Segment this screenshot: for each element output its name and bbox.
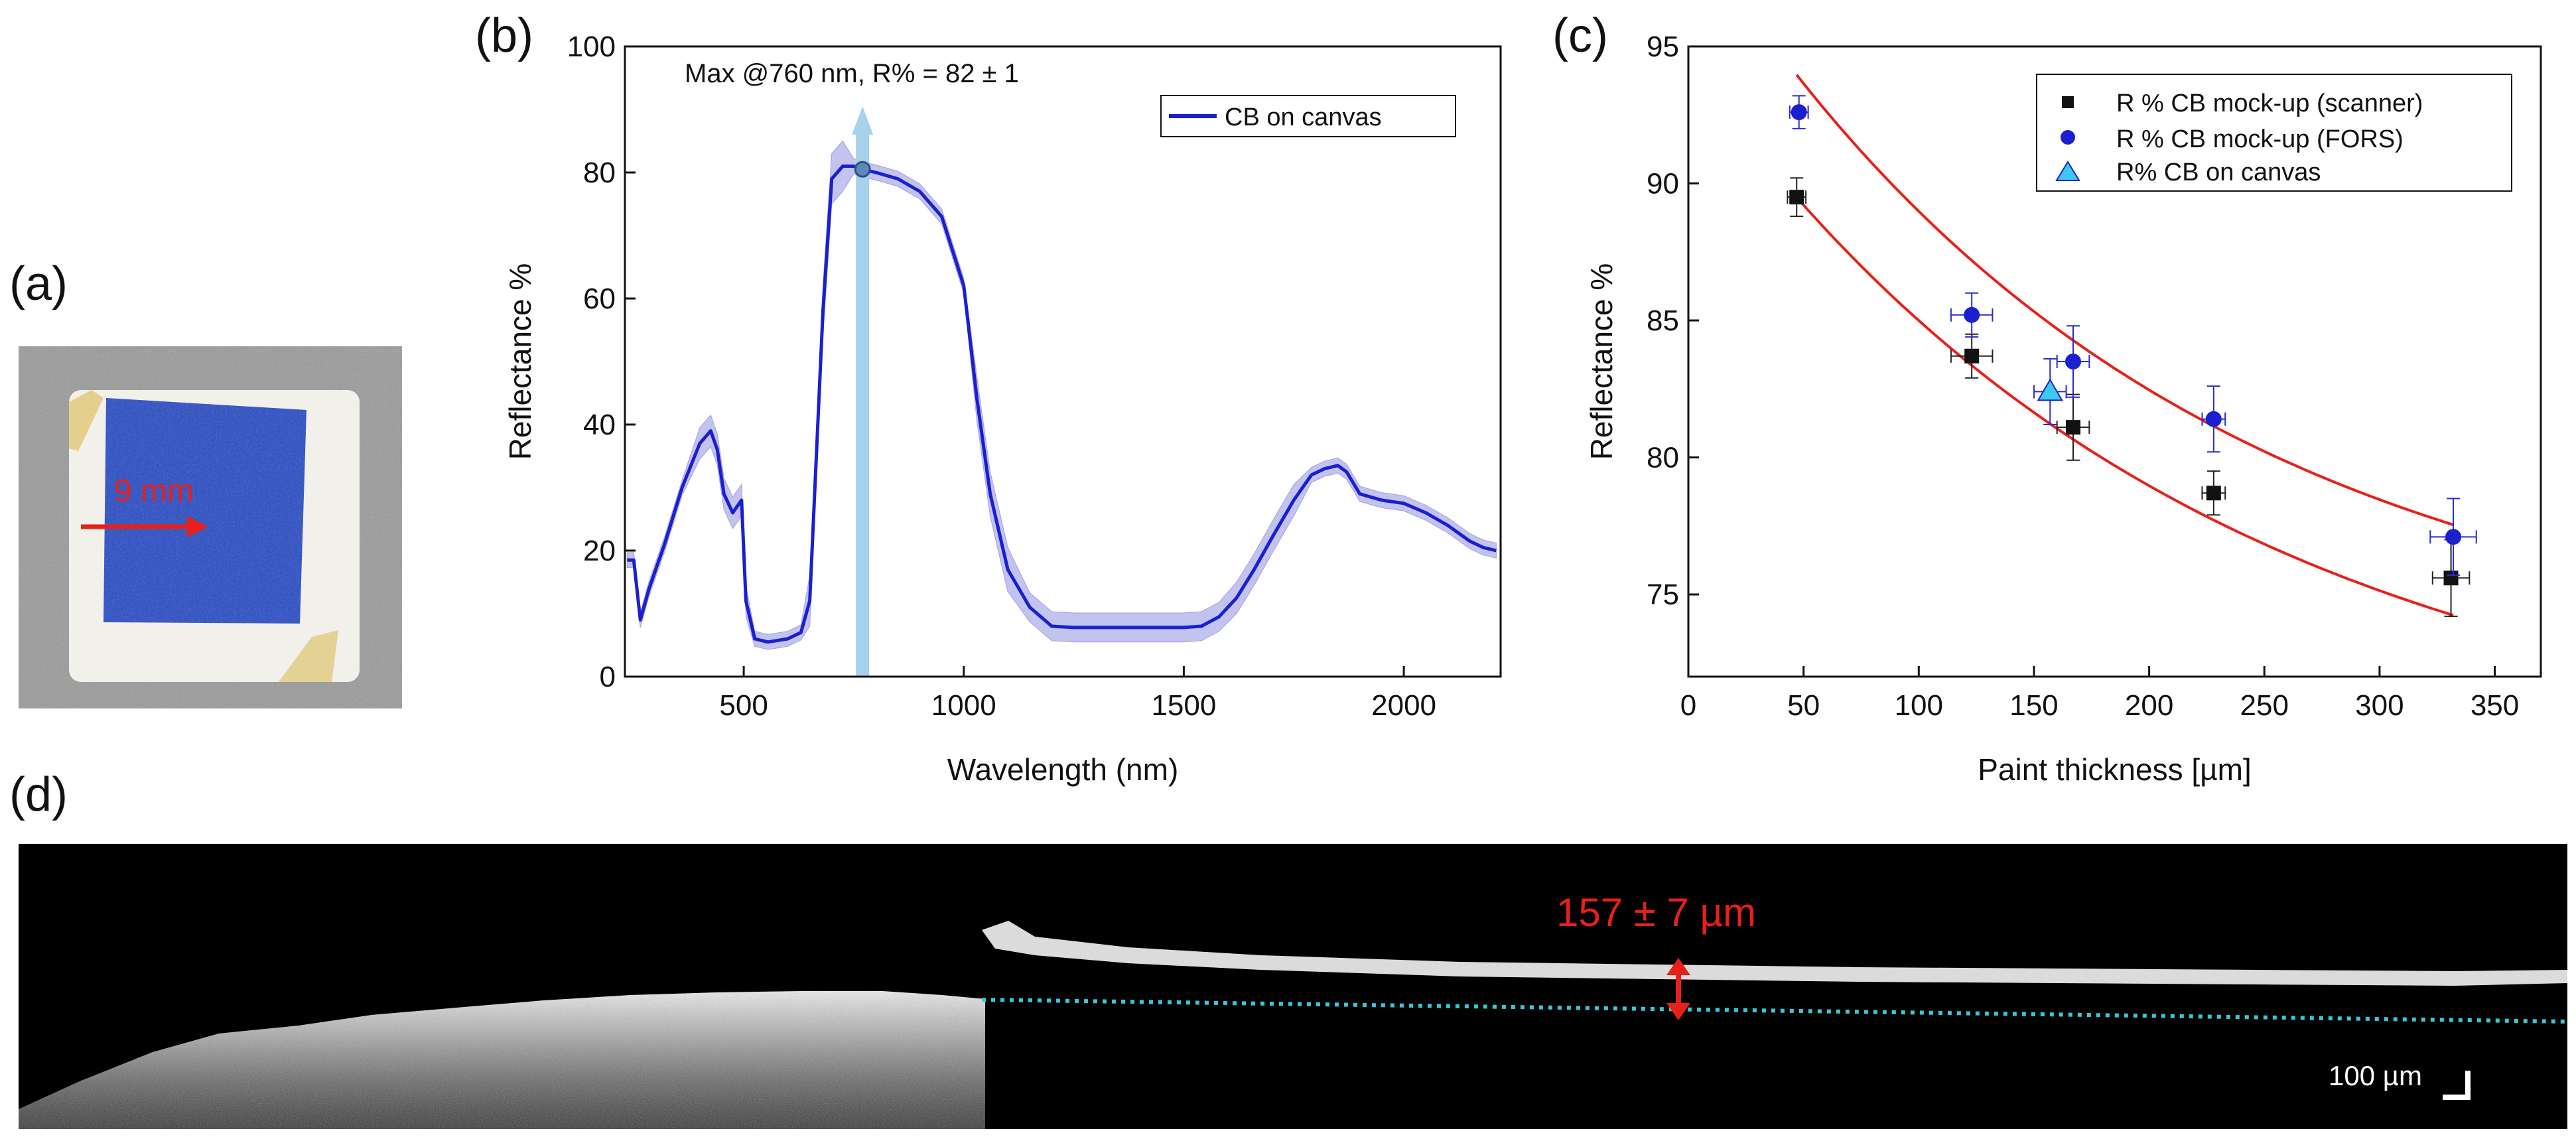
data-point-fors bbox=[2205, 411, 2222, 427]
fit-curve-1 bbox=[1795, 74, 2454, 527]
max-annotation: Max @760 nm, R% = 82 ± 1 bbox=[685, 59, 1019, 88]
chart-c-points bbox=[1787, 95, 2477, 618]
chart-c-x-tick-label: 200 bbox=[2125, 689, 2173, 722]
chart-b-y-tick-label: 20 bbox=[583, 535, 616, 567]
chart-b-y-axis-title: Reflectance % bbox=[503, 263, 537, 460]
oct-substrate-speckle bbox=[19, 991, 985, 1129]
oct-baseline-dotted bbox=[981, 998, 2568, 1024]
oct-paint-layer-speckle bbox=[982, 921, 2567, 986]
chart-c-x-tick-label: 350 bbox=[2471, 689, 2519, 722]
series-line-cb-on-canvas bbox=[627, 165, 1497, 644]
chart-c-legend: R % CB mock-up (scanner) R % CB mock-up … bbox=[2036, 74, 2512, 192]
thickness-arrow-head-top bbox=[1666, 958, 1690, 975]
legend-marker-square bbox=[2062, 96, 2074, 108]
chart-b-frame bbox=[624, 45, 1502, 678]
panel-label-b: (b) bbox=[475, 9, 533, 62]
thickness-label: 157 ± 7 µm bbox=[1556, 890, 1756, 935]
legend-label-cb-on-canvas: CB on canvas bbox=[1225, 103, 1382, 131]
legend-marker-circle bbox=[2061, 130, 2075, 145]
canvas-corner-tape-bottom bbox=[279, 630, 338, 682]
data-point-scanner bbox=[2206, 486, 2221, 501]
blue-paint-texture bbox=[103, 398, 306, 624]
chart-b-legend: CB on canvas bbox=[1160, 95, 1456, 137]
series-error-band bbox=[626, 140, 1497, 650]
legend-marker-triangle bbox=[2055, 161, 2080, 181]
chart-c-x-tick-label: 50 bbox=[1787, 689, 1820, 722]
data-point-fors bbox=[1964, 306, 1980, 323]
chart-c-x-tick-label: 250 bbox=[2240, 689, 2289, 722]
data-point-canvas bbox=[2037, 378, 2063, 401]
chart-c-ticks: 0 50 100 150 200 250 300 350 75 80 85 90 95 bbox=[1647, 31, 2519, 722]
legend-box bbox=[2036, 74, 2512, 192]
chart-b-y-tick-label: 60 bbox=[583, 283, 616, 315]
chart-b: 500 1000 1500 2000 0 20 40 60 80 100 Max @760 nm,… bbox=[503, 31, 1502, 787]
chart-b-y-tick-label: 40 bbox=[583, 409, 616, 441]
chart-b-ticks: 500 1000 1500 2000 0 20 40 60 80 100 bbox=[567, 31, 1436, 722]
chart-c-y-tick-label: 75 bbox=[1647, 578, 1679, 611]
chart-c-x-tick-label: 150 bbox=[2009, 689, 2058, 722]
panel-label-a: (a) bbox=[9, 257, 68, 310]
panel-a-photo: 9 mm bbox=[19, 346, 402, 708]
chart-b-y-tick-label: 80 bbox=[583, 157, 616, 189]
chart-b-series bbox=[627, 165, 1497, 644]
legend-label-scanner: R % CB mock-up (scanner) bbox=[2116, 90, 2423, 117]
chart-b-error-band bbox=[626, 140, 1497, 650]
data-point-scanner bbox=[2443, 570, 2459, 586]
chart-c-y-tick-label: 80 bbox=[1647, 442, 1679, 474]
panel-d-oct-image: 157 ± 7 µm 100 µm bbox=[19, 844, 2568, 1129]
chart-c-y-axis-title: Reflectance % bbox=[1584, 263, 1619, 460]
max-arrow-head bbox=[852, 106, 874, 135]
thickness-arrow-head-bottom bbox=[1666, 1003, 1690, 1020]
chart-c-y-tick-label: 90 bbox=[1647, 168, 1679, 200]
scale-label-9mm: 9 mm bbox=[114, 474, 194, 509]
legend-label-canvas: R% CB on canvas bbox=[2116, 159, 2321, 186]
chart-c-x-tick-label: 0 bbox=[1680, 689, 1696, 722]
chart-c-x-tick-label: 100 bbox=[1895, 689, 1943, 722]
chart-c-y-tick-label: 95 bbox=[1647, 31, 1679, 63]
chart-c-fit-curves bbox=[1795, 74, 2454, 617]
legend-label-fors: R % CB mock-up (FORS) bbox=[2116, 125, 2404, 153]
chart-b-x-tick-label: 1000 bbox=[931, 689, 996, 722]
fit-curve-0 bbox=[1795, 196, 2454, 617]
data-point-fors bbox=[1791, 104, 1807, 121]
chart-b-x-tick-label: 1500 bbox=[1151, 689, 1216, 722]
panel-label-d: (d) bbox=[9, 768, 68, 821]
data-point-scanner bbox=[1789, 190, 1804, 205]
chart-c-x-axis-title: Paint thickness [µm] bbox=[1978, 752, 2252, 787]
scalebar-bracket bbox=[2443, 1071, 2471, 1100]
panel-label-c: (c) bbox=[1552, 9, 1608, 62]
chart-b-x-axis-title: Wavelength (nm) bbox=[947, 752, 1179, 787]
data-point-fors bbox=[2065, 354, 2081, 369]
data-point-fors bbox=[2445, 529, 2462, 545]
chart-c-x-tick-label: 300 bbox=[2355, 689, 2404, 722]
canvas-corner-tape-top bbox=[69, 390, 103, 451]
scalebar-label: 100 µm bbox=[2329, 1060, 2422, 1091]
chart-b-x-tick-label: 2000 bbox=[1371, 689, 1436, 722]
chart-c-y-tick-label: 85 bbox=[1647, 304, 1679, 337]
scale-arrow-head bbox=[187, 516, 208, 537]
chart-c: 0 50 100 150 200 250 300 350 75 80 85 90 95 R % CB m… bbox=[1584, 31, 2542, 787]
chart-b-y-tick-label: 0 bbox=[600, 661, 616, 693]
max-point-marker bbox=[854, 161, 871, 178]
chart-b-x-tick-label: 500 bbox=[719, 689, 768, 722]
chart-c-frame bbox=[1687, 45, 2542, 678]
chart-b-y-tick-label: 100 bbox=[567, 31, 616, 63]
data-point-scanner bbox=[2065, 420, 2080, 435]
data-point-scanner bbox=[1964, 348, 1980, 364]
